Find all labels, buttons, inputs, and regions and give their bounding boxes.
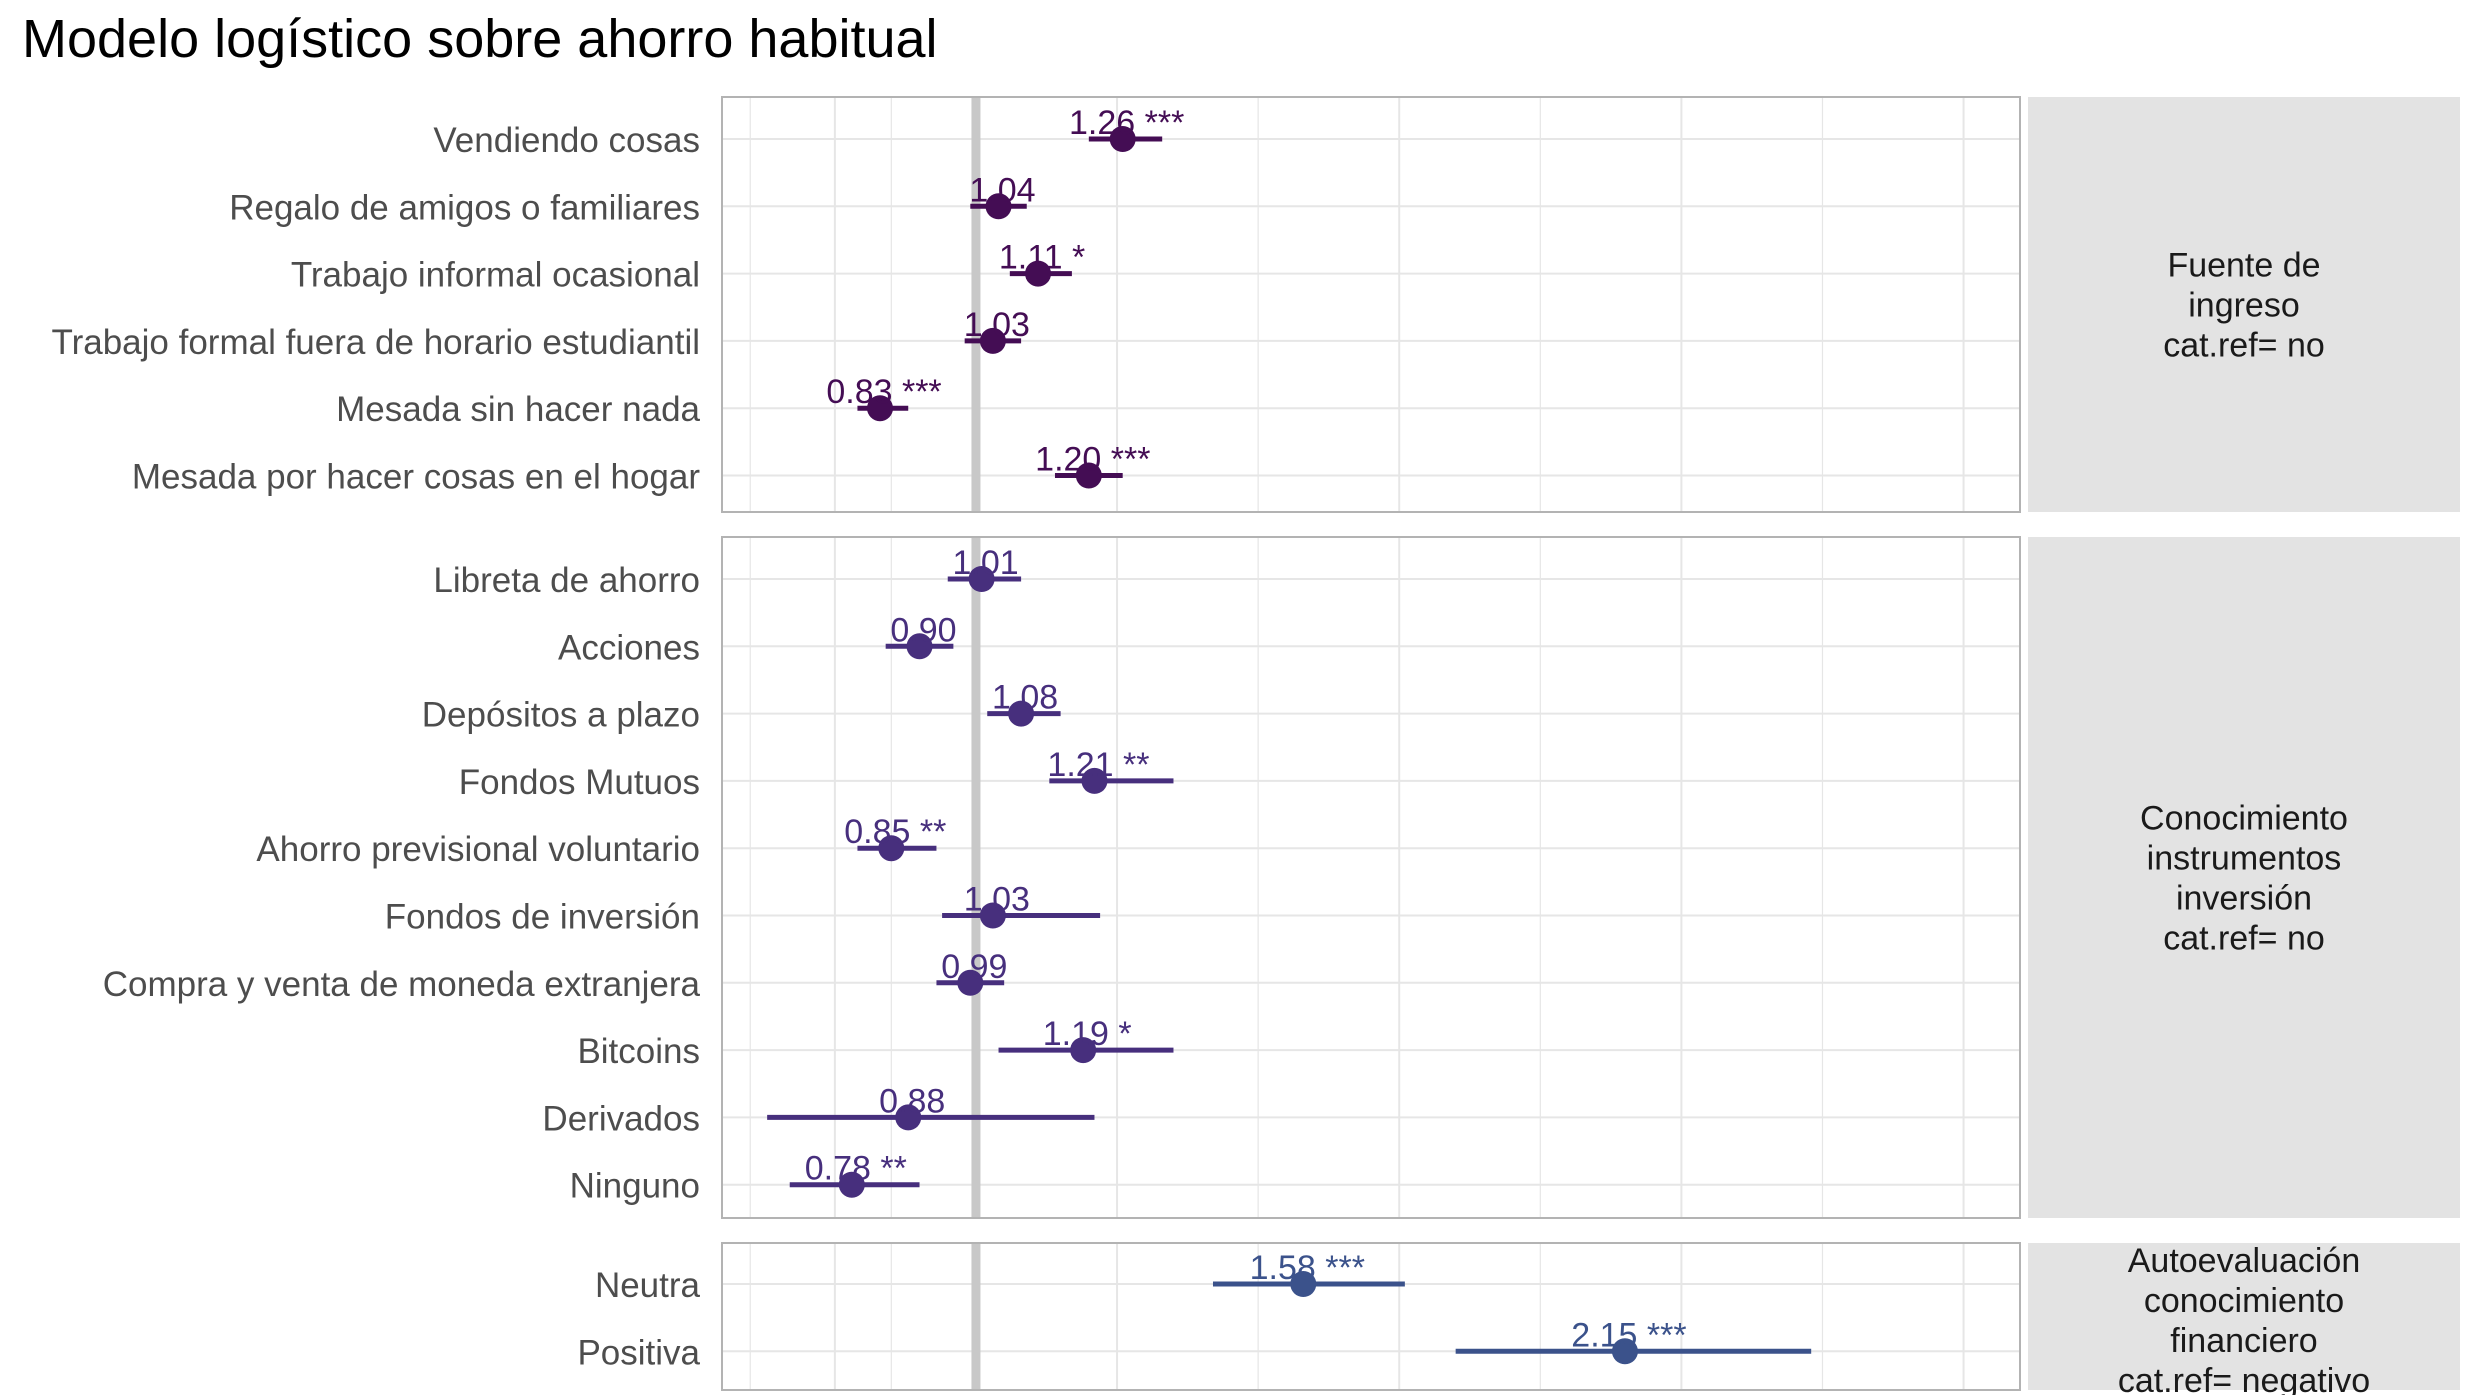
y-tick-label-positiva: Positiva — [577, 1333, 700, 1372]
data-label-ahorro-previsional-voluntario: 0.85 ** — [844, 813, 946, 851]
point-vendiendo-cosas — [1109, 126, 1136, 152]
point-fondos-de-inversion — [979, 902, 1006, 929]
data-label-mesada-sin-hacer-nada: 0.83 *** — [826, 373, 941, 411]
panel-3-strip-label: financiero — [2170, 1322, 2317, 1360]
panel-1-strip-label: Fuente de — [2167, 247, 2320, 285]
chart-title: Modelo logístico sobre ahorro habitual — [22, 9, 938, 69]
y-tick-label-depositos-a-plazo: Depósitos a plazo — [422, 696, 700, 735]
data-label-derivados: 0.88 — [879, 1082, 945, 1120]
point-positiva — [1611, 1338, 1638, 1365]
panel-2-strip-label: Conocimiento — [2140, 800, 2348, 838]
point-fondos-mutuos — [1081, 767, 1108, 794]
y-tick-label-trabajo-informal-ocasional: Trabajo informal ocasional — [291, 256, 700, 295]
y-tick-label-acciones: Acciones — [558, 628, 700, 667]
point-regalo-de-amigos-o-familiares — [985, 193, 1012, 220]
data-label-regalo-de-amigos-o-familiares: 1.04 — [969, 171, 1035, 209]
panel-3-strip-label: cat.ref= negativo — [2118, 1362, 2370, 1395]
y-tick-label-ninguno: Ninguno — [570, 1167, 700, 1206]
panel-1-strip-label: cat.ref= no — [2163, 327, 2325, 365]
panel-1-background — [722, 97, 2020, 512]
data-label-libreta-de-ahorro: 1.01 — [953, 544, 1019, 582]
panel-2-strip-label: instrumentos — [2147, 840, 2342, 878]
data-label-depositos-a-plazo: 1.08 — [992, 679, 1058, 717]
panel-2-strip-label: inversión — [2176, 880, 2312, 918]
point-ninguno — [838, 1171, 865, 1198]
point-ahorro-previsional-voluntario — [878, 835, 905, 862]
y-tick-label-libreta-de-ahorro: Libreta de ahorro — [433, 561, 700, 600]
point-mesada-sin-hacer-nada — [867, 395, 894, 422]
y-tick-label-bitcoins: Bitcoins — [577, 1032, 700, 1071]
point-mesada-por-hacer-cosas-en-el-hogar — [1075, 462, 1102, 489]
y-tick-label-trabajo-formal-fuera-de-horario-estudiantil: Trabajo formal fuera de horario estudian… — [52, 323, 701, 362]
data-label-neutra: 1.58 *** — [1250, 1249, 1365, 1287]
y-tick-label-fondos-mutuos: Fondos Mutuos — [459, 763, 700, 802]
panel-3-background — [722, 1243, 2020, 1390]
point-bitcoins — [1070, 1037, 1097, 1064]
y-tick-label-compra-y-venta-de-moneda-extranjera: Compra y venta de moneda extranjera — [103, 965, 701, 1004]
y-tick-label-regalo-de-amigos-o-familiares: Regalo de amigos o familiares — [229, 188, 700, 227]
point-trabajo-formal-fuera-de-horario-estudiantil — [979, 327, 1006, 354]
y-tick-label-vendiendo-cosas: Vendiendo cosas — [433, 121, 700, 160]
data-label-fondos-mutuos: 1.21 ** — [1047, 746, 1149, 784]
y-tick-label-ahorro-previsional-voluntario: Ahorro previsional voluntario — [256, 830, 700, 869]
data-label-trabajo-informal-ocasional: 1.11 * — [999, 239, 1085, 277]
y-tick-label-mesada-sin-hacer-nada: Mesada sin hacer nada — [336, 390, 700, 429]
data-label-ninguno: 0.78 ** — [805, 1150, 907, 1188]
y-tick-label-derivados: Derivados — [542, 1099, 700, 1138]
panel-2-background — [722, 537, 2020, 1218]
point-acciones — [906, 633, 933, 660]
panel-2-border — [721, 536, 2021, 1219]
point-trabajo-informal-ocasional — [1025, 260, 1052, 287]
data-label-positiva: 2.15 *** — [1571, 1316, 1686, 1354]
y-tick-label-neutra: Neutra — [595, 1266, 701, 1305]
point-derivados — [895, 1104, 922, 1131]
panel-3-strip-label: conocimiento — [2144, 1282, 2344, 1320]
panel-3-border — [721, 1242, 2021, 1391]
point-libreta-de-ahorro — [968, 566, 995, 592]
panel-3-strip-label: Autoevaluación — [2128, 1242, 2361, 1280]
point-neutra — [1290, 1271, 1317, 1297]
panel-1-border — [721, 96, 2021, 513]
data-label-fondos-de-inversion: 1.03 — [964, 881, 1030, 919]
data-label-bitcoins: 1.19 * — [1043, 1015, 1132, 1053]
y-tick-label-fondos-de-inversion: Fondos de inversión — [385, 898, 700, 937]
y-tick-label-mesada-por-hacer-cosas-en-el-hogar: Mesada por hacer cosas en el hogar — [132, 458, 700, 497]
point-compra-y-venta-de-moneda-extranjera — [957, 969, 984, 996]
data-label-mesada-por-hacer-cosas-en-el-hogar: 1.20 *** — [1035, 441, 1150, 479]
point-depositos-a-plazo — [1008, 700, 1035, 727]
panel-2-strip — [2028, 537, 2460, 1218]
data-label-compra-y-venta-de-moneda-extranjera: 0.99 — [941, 948, 1007, 986]
data-label-acciones: 0.90 — [890, 611, 956, 649]
panel-1-strip-label: ingreso — [2188, 287, 2300, 325]
panel-3-strip — [2028, 1243, 2460, 1390]
panel-1-strip — [2028, 97, 2460, 512]
panel-2-strip-label: cat.ref= no — [2163, 920, 2325, 958]
data-label-trabajo-formal-fuera-de-horario-estudiantil: 1.03 — [964, 306, 1030, 344]
data-label-vendiendo-cosas: 1.26 *** — [1069, 104, 1184, 142]
